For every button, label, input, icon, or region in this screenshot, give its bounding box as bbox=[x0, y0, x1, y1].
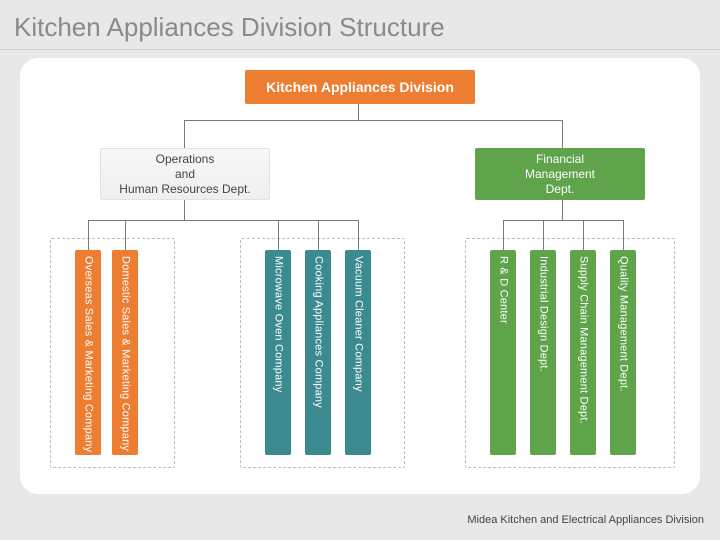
connector bbox=[562, 200, 563, 220]
node-operations-hr: OperationsandHuman Resources Dept. bbox=[100, 148, 270, 200]
node-quality: Quality Management Dept. bbox=[610, 250, 636, 455]
node-root: Kitchen Appliances Division bbox=[245, 70, 475, 104]
diagram-card: Kitchen Appliances Division Operationsan… bbox=[20, 58, 700, 494]
footer-text: Midea Kitchen and Electrical Appliances … bbox=[467, 514, 704, 526]
node-cooking: Cooking Appliances Company bbox=[305, 250, 331, 455]
connector bbox=[543, 220, 544, 250]
connector bbox=[503, 220, 504, 250]
connector bbox=[358, 220, 359, 250]
node-supply: Supply Chain Management Dept. bbox=[570, 250, 596, 455]
node-financial: FinancialManagementDept. bbox=[475, 148, 645, 200]
node-vacuum: Vacuum Cleaner Company bbox=[345, 250, 371, 455]
connector bbox=[184, 120, 185, 148]
page-title: Kitchen Appliances Division Structure bbox=[0, 0, 720, 50]
node-indesign: Industrial Design Dept. bbox=[530, 250, 556, 455]
connector bbox=[125, 220, 126, 250]
connector bbox=[318, 220, 319, 250]
connector bbox=[583, 220, 584, 250]
connector bbox=[623, 220, 624, 250]
connector bbox=[278, 220, 279, 250]
connector bbox=[184, 120, 562, 121]
node-rnd: R & D Center bbox=[490, 250, 516, 455]
connector bbox=[184, 200, 185, 220]
node-domestic: Domestic Sales & Marketing Company bbox=[112, 250, 138, 455]
node-microwave: Microwave Oven Company bbox=[265, 250, 291, 455]
connector bbox=[358, 104, 359, 120]
connector bbox=[88, 220, 89, 250]
connector bbox=[503, 220, 623, 221]
node-overseas: Overseas Sales & Marketing Company bbox=[75, 250, 101, 455]
connector bbox=[562, 120, 563, 148]
